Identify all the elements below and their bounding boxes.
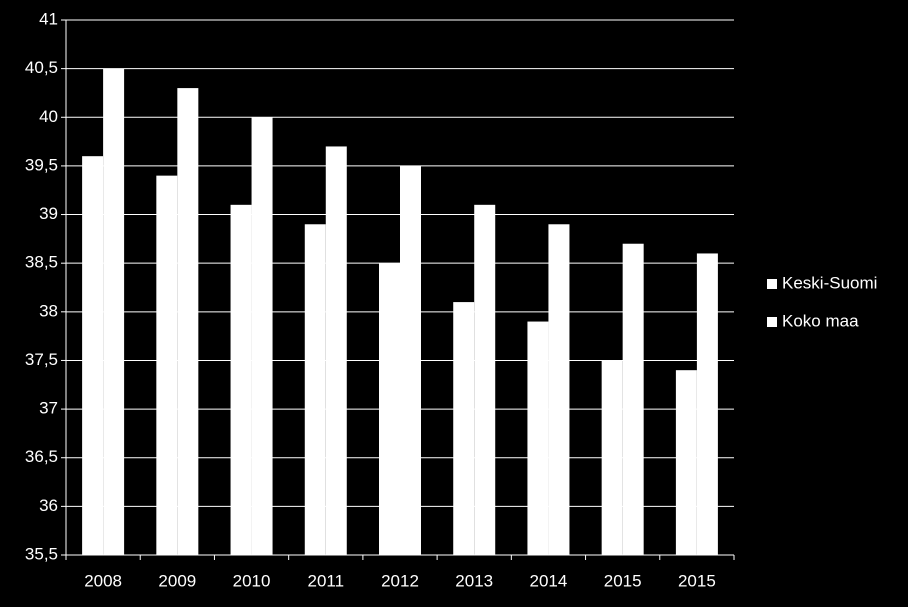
- bar: [527, 321, 549, 555]
- x-tick-label: 2014: [530, 571, 568, 590]
- x-tick-label: 2013: [455, 571, 493, 590]
- y-tick-label: 37,5: [25, 350, 58, 369]
- y-tick-label: 41: [39, 9, 58, 28]
- bar: [622, 243, 644, 555]
- legend-swatch: [767, 279, 777, 289]
- y-tick-label: 36,5: [25, 447, 58, 466]
- y-tick-label: 35,5: [25, 544, 58, 563]
- bar: [304, 224, 326, 556]
- legend-swatch: [767, 317, 777, 327]
- bar: [251, 117, 273, 555]
- x-tick-label: 2009: [158, 571, 196, 590]
- bar: [103, 68, 125, 556]
- bar: [156, 175, 178, 556]
- y-tick-label: 40: [39, 107, 58, 126]
- bar: [474, 204, 496, 555]
- bar: [325, 146, 347, 556]
- y-tick-label: 38,5: [25, 253, 58, 272]
- bar: [453, 302, 475, 555]
- x-tick-label: 2011: [307, 571, 344, 590]
- y-tick-label: 39,5: [25, 155, 58, 174]
- y-tick-label: 40,5: [25, 58, 58, 77]
- bar: [379, 263, 400, 555]
- x-tick-label: 2008: [84, 571, 122, 590]
- bar: [548, 224, 570, 556]
- x-tick-label: 2015: [678, 571, 716, 590]
- legend-label: Keski-Suomi: [782, 273, 877, 292]
- legend-label: Koko maa: [782, 311, 859, 330]
- bar: [675, 370, 697, 555]
- bar: [400, 165, 421, 555]
- y-tick-label: 38: [39, 301, 58, 320]
- bar: [696, 253, 718, 556]
- y-tick-label: 37: [39, 399, 58, 418]
- y-tick-label: 36: [39, 496, 58, 515]
- x-tick-label: 2012: [381, 571, 419, 590]
- bar: [82, 156, 104, 555]
- x-tick-label: 2015: [604, 571, 642, 590]
- bar: [601, 360, 623, 555]
- bar: [177, 88, 199, 555]
- bar: [230, 204, 252, 555]
- y-tick-label: 39: [39, 204, 58, 223]
- x-tick-label: 2010: [233, 571, 271, 590]
